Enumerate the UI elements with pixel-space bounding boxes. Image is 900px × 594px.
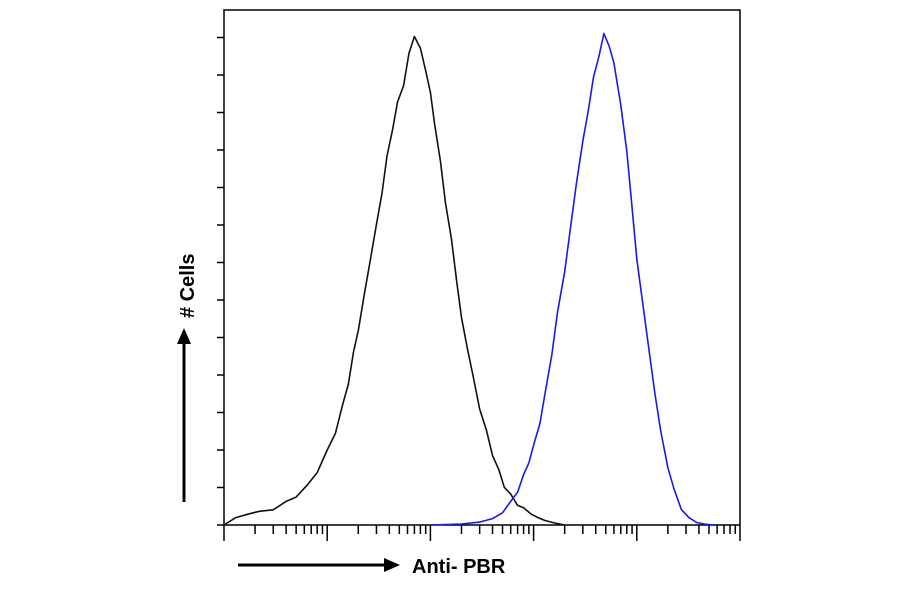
x-axis-ticks: [223, 525, 741, 541]
series-layer: [223, 32, 714, 526]
x-axis-label: Anti- PBR: [412, 556, 506, 578]
series-line-anti-pbr: [430, 32, 714, 526]
y-axis-label-group: # Cells: [177, 254, 199, 502]
plot-frame: [223, 9, 741, 526]
x-axis-label-group: Anti- PBR: [238, 556, 506, 578]
x-axis-arrowhead: [384, 558, 400, 572]
series-line-control: [223, 35, 565, 526]
y-axis-ticks: [217, 36, 224, 526]
y-axis-label: # Cells: [177, 254, 199, 318]
y-axis-arrowhead: [177, 328, 191, 344]
